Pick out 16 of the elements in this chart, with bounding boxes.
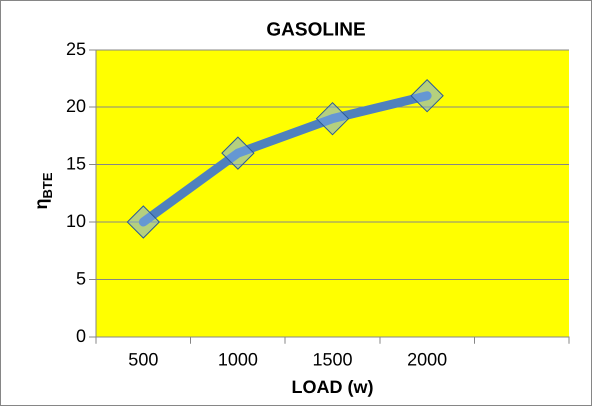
y-tick-label: 20 (66, 96, 86, 116)
x-tick-label: 1000 (218, 350, 258, 370)
x-axis-title: LOAD (w) (292, 377, 374, 398)
x-tick-label: 500 (128, 350, 158, 370)
y-tick-label: 10 (66, 210, 86, 231)
point (316, 102, 350, 136)
x-tick-label: 2000 (407, 350, 448, 370)
y-tick-label: 15 (66, 154, 86, 174)
point (410, 79, 444, 112)
point (221, 136, 254, 170)
y-tick-label: 5 (76, 268, 86, 288)
x-tick-label: 1500 (312, 350, 353, 370)
y-tick-label: 0 (76, 326, 86, 346)
point (126, 206, 160, 238)
chart-title: GASOLINE (266, 20, 366, 41)
y-tick-label: 25 (66, 38, 86, 59)
